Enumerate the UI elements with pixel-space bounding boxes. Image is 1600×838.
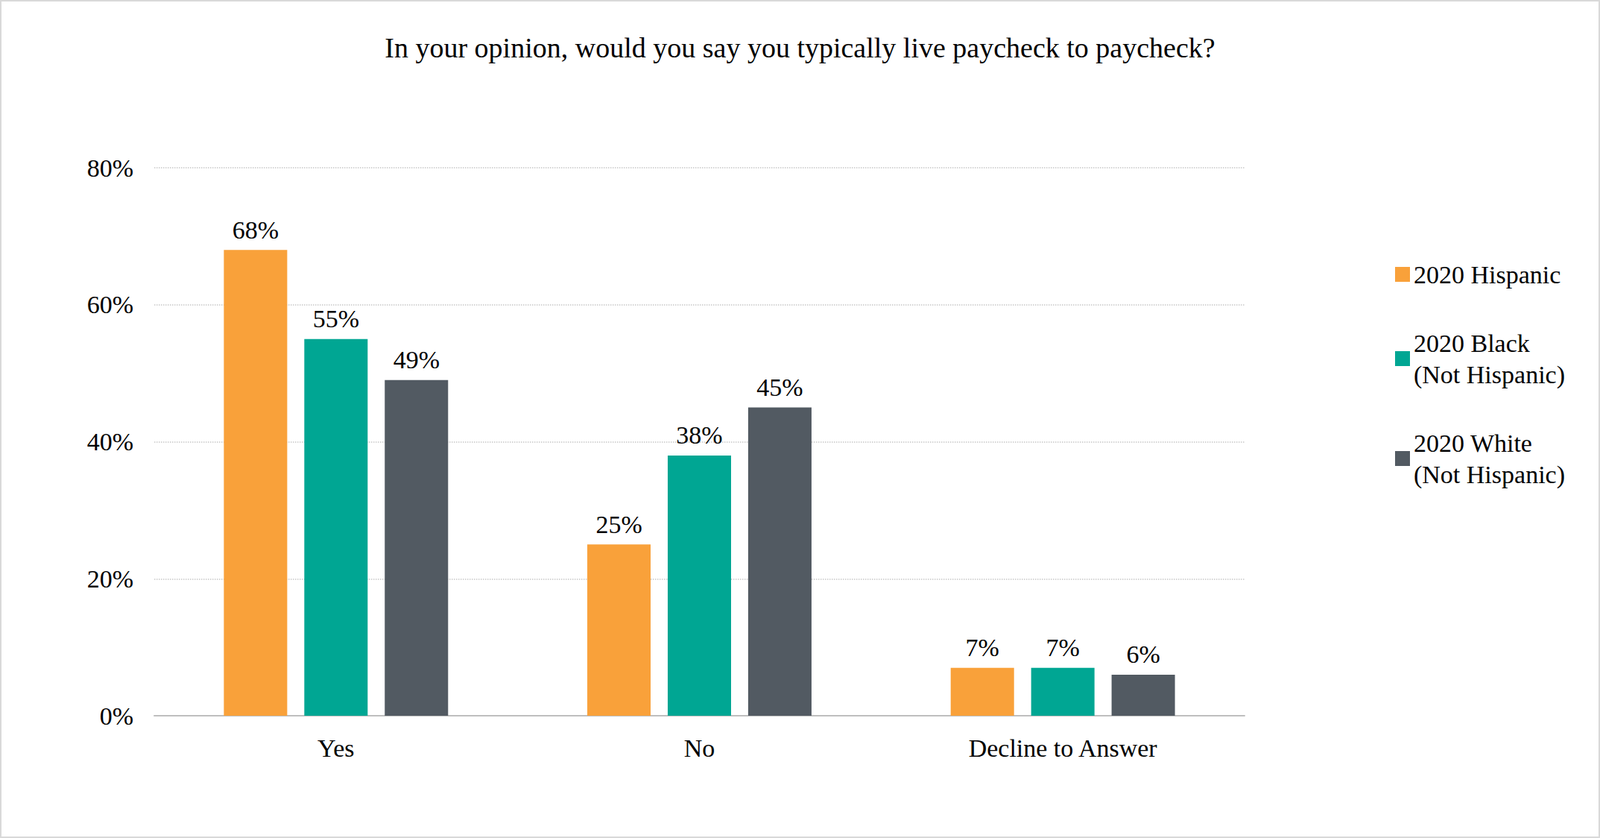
svg-text:49%: 49% xyxy=(393,345,440,374)
svg-text:45%: 45% xyxy=(756,373,803,401)
svg-text:25%: 25% xyxy=(595,510,642,539)
svg-text:20%: 20% xyxy=(87,564,134,593)
svg-text:6%: 6% xyxy=(1126,640,1160,668)
svg-text:40%: 40% xyxy=(87,427,134,456)
svg-text:80%: 80% xyxy=(87,154,134,182)
svg-text:7%: 7% xyxy=(1046,633,1080,662)
svg-text:55%: 55% xyxy=(312,304,360,333)
svg-text:60%: 60% xyxy=(87,290,134,319)
svg-text:0%: 0% xyxy=(99,702,134,730)
svg-text:2020 White: 2020 White xyxy=(1413,429,1533,457)
svg-text:7%: 7% xyxy=(965,633,1000,662)
svg-text:(Not Hispanic): (Not Hispanic) xyxy=(1413,460,1565,489)
svg-text:(Not Hispanic): (Not Hispanic) xyxy=(1413,360,1565,390)
svg-text:68%: 68% xyxy=(232,216,279,244)
svg-text:38%: 38% xyxy=(675,421,723,449)
svg-text:Yes: Yes xyxy=(317,734,354,762)
svg-text:No: No xyxy=(684,734,716,762)
svg-text:2020 Hispanic: 2020 Hispanic xyxy=(1413,260,1561,289)
svg-text:Decline to Answer: Decline to Answer xyxy=(968,734,1159,762)
svg-text:2020 Black: 2020 Black xyxy=(1413,329,1530,357)
svg-text:In your opinion, would you say: In your opinion, would you say you typic… xyxy=(384,32,1215,64)
